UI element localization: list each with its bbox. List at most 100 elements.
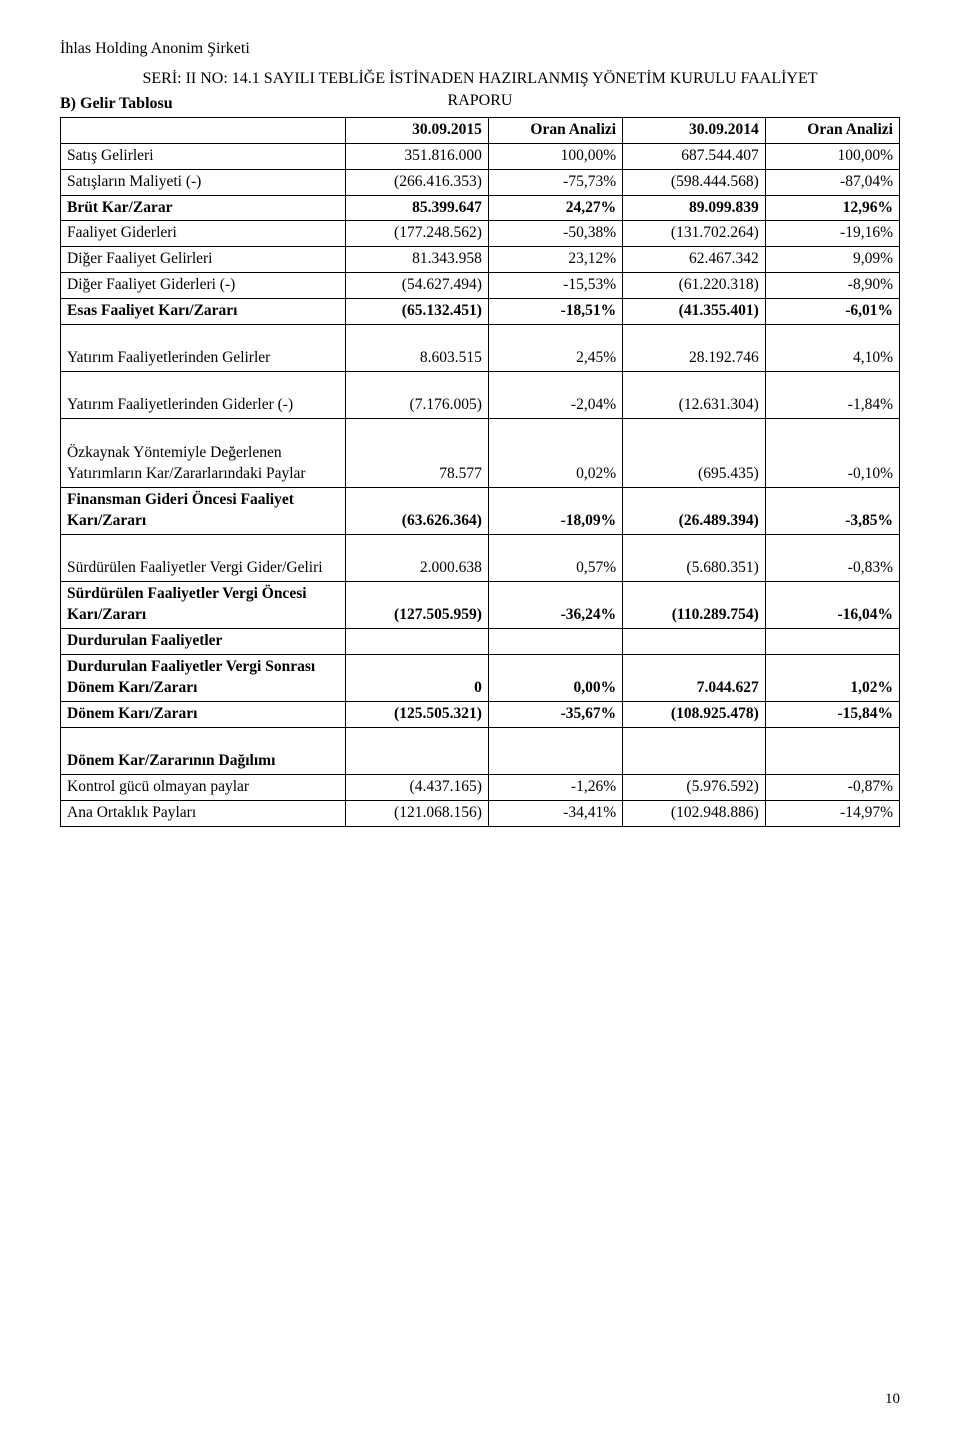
pct-2015: 23,12% xyxy=(488,247,622,273)
value-2015: (266.416.353) xyxy=(346,169,489,195)
row-label: Satış Gelirleri xyxy=(61,143,346,169)
pct-2015: -1,26% xyxy=(488,775,622,801)
header-analysis-2014: Oran Analizi xyxy=(765,117,899,143)
pct-2015: -18,51% xyxy=(488,299,622,325)
value-2014: (26.489.394) xyxy=(623,488,766,535)
table-row: Kontrol gücü olmayan paylar(4.437.165)-1… xyxy=(61,775,900,801)
value-2015: (125.505.321) xyxy=(346,702,489,728)
report-title-line2: RAPORU xyxy=(448,92,513,109)
report-title-line1: SERİ: II NO: 14.1 SAYILI TEBLİĞE İSTİNAD… xyxy=(142,70,817,87)
pct-2015: 24,27% xyxy=(488,195,622,221)
table-row: Sürdürülen Faaliyetler Vergi Gider/Gelir… xyxy=(61,535,900,582)
row-label: Faaliyet Giderleri xyxy=(61,221,346,247)
table-row: Satışların Maliyeti (-)(266.416.353)-75,… xyxy=(61,169,900,195)
row-label: Durdurulan Faaliyetler xyxy=(61,629,346,655)
pct-2015: 2,45% xyxy=(488,325,622,372)
value-2015: 0 xyxy=(346,655,489,702)
pct-2015: -2,04% xyxy=(488,372,622,419)
row-label: Yatırım Faaliyetlerinden Gelirler xyxy=(61,325,346,372)
pct-2014: -14,97% xyxy=(765,800,899,826)
table-row: Durdurulan Faaliyetler xyxy=(61,629,900,655)
document-page: İhlas Holding Anonim Şirketi SERİ: II NO… xyxy=(0,0,960,1438)
table-row: Yatırım Faaliyetlerinden Giderler (-)(7.… xyxy=(61,372,900,419)
row-label: Finansman Gideri Öncesi Faaliyet Karı/Za… xyxy=(61,488,346,535)
row-label: Diğer Faaliyet Giderleri (-) xyxy=(61,273,346,299)
pct-2014 xyxy=(765,728,899,775)
value-2014: (5.680.351) xyxy=(623,535,766,582)
table-row: Esas Faaliyet Karı/Zararı(65.132.451)-18… xyxy=(61,299,900,325)
value-2015: 78.577 xyxy=(346,419,489,488)
table-row: Brüt Kar/Zarar85.399.64724,27%89.099.839… xyxy=(61,195,900,221)
pct-2015: -35,67% xyxy=(488,702,622,728)
pct-2014: -16,04% xyxy=(765,582,899,629)
value-2015: 351.816.000 xyxy=(346,143,489,169)
row-label: Özkaynak Yöntemiyle Değerlenen Yatırımla… xyxy=(61,419,346,488)
value-2015: (65.132.451) xyxy=(346,299,489,325)
row-label: Kontrol gücü olmayan paylar xyxy=(61,775,346,801)
pct-2015: -15,53% xyxy=(488,273,622,299)
income-statement-table: 30.09.2015 Oran Analizi 30.09.2014 Oran … xyxy=(60,117,900,827)
table-row: Durdurulan Faaliyetler Vergi Sonrası Dön… xyxy=(61,655,900,702)
value-2014: 7.044.627 xyxy=(623,655,766,702)
value-2014: 89.099.839 xyxy=(623,195,766,221)
row-label: Sürdürülen Faaliyetler Vergi Gider/Gelir… xyxy=(61,535,346,582)
value-2015: 81.343.958 xyxy=(346,247,489,273)
value-2014: (41.355.401) xyxy=(623,299,766,325)
pct-2015 xyxy=(488,728,622,775)
value-2015: (63.626.364) xyxy=(346,488,489,535)
value-2015: (54.627.494) xyxy=(346,273,489,299)
table-row: Finansman Gideri Öncesi Faaliyet Karı/Za… xyxy=(61,488,900,535)
pct-2014: -15,84% xyxy=(765,702,899,728)
value-2014: (102.948.886) xyxy=(623,800,766,826)
table-row: Faaliyet Giderleri(177.248.562)-50,38%(1… xyxy=(61,221,900,247)
table-body: Satış Gelirleri351.816.000100,00%687.544… xyxy=(61,143,900,826)
value-2015: (177.248.562) xyxy=(346,221,489,247)
value-2014 xyxy=(623,728,766,775)
pct-2014: 4,10% xyxy=(765,325,899,372)
pct-2015: -18,09% xyxy=(488,488,622,535)
pct-2015 xyxy=(488,629,622,655)
table-row: Diğer Faaliyet Giderleri (-)(54.627.494)… xyxy=(61,273,900,299)
value-2014: 687.544.407 xyxy=(623,143,766,169)
pct-2014: -0,10% xyxy=(765,419,899,488)
pct-2015: -75,73% xyxy=(488,169,622,195)
pct-2014: -87,04% xyxy=(765,169,899,195)
pct-2014: -8,90% xyxy=(765,273,899,299)
value-2015 xyxy=(346,629,489,655)
value-2015: (121.068.156) xyxy=(346,800,489,826)
pct-2015: -50,38% xyxy=(488,221,622,247)
table-row: Özkaynak Yöntemiyle Değerlenen Yatırımla… xyxy=(61,419,900,488)
value-2014: (131.702.264) xyxy=(623,221,766,247)
table-row: Diğer Faaliyet Gelirleri81.343.95823,12%… xyxy=(61,247,900,273)
company-name: İhlas Holding Anonim Şirketi xyxy=(60,40,900,58)
value-2014: 62.467.342 xyxy=(623,247,766,273)
pct-2014: -6,01% xyxy=(765,299,899,325)
row-label: Esas Faaliyet Karı/Zararı xyxy=(61,299,346,325)
value-2014: (61.220.318) xyxy=(623,273,766,299)
pct-2014: -3,85% xyxy=(765,488,899,535)
table-row: Yatırım Faaliyetlerinden Gelirler8.603.5… xyxy=(61,325,900,372)
row-label: Brüt Kar/Zarar xyxy=(61,195,346,221)
row-label: Durdurulan Faaliyetler Vergi Sonrası Dön… xyxy=(61,655,346,702)
value-2014: (108.925.478) xyxy=(623,702,766,728)
value-2015: 2.000.638 xyxy=(346,535,489,582)
value-2014: (5.976.592) xyxy=(623,775,766,801)
pct-2015: 0,00% xyxy=(488,655,622,702)
value-2015: (4.437.165) xyxy=(346,775,489,801)
row-label: Yatırım Faaliyetlerinden Giderler (-) xyxy=(61,372,346,419)
row-label: Satışların Maliyeti (-) xyxy=(61,169,346,195)
row-label: Diğer Faaliyet Gelirleri xyxy=(61,247,346,273)
value-2015: 8.603.515 xyxy=(346,325,489,372)
pct-2014: 100,00% xyxy=(765,143,899,169)
row-label: Dönem Karı/Zararı xyxy=(61,702,346,728)
row-label: Sürdürülen Faaliyetler Vergi Öncesi Karı… xyxy=(61,582,346,629)
header-2015: 30.09.2015 xyxy=(346,117,489,143)
value-2014: (110.289.754) xyxy=(623,582,766,629)
value-2015 xyxy=(346,728,489,775)
pct-2014: -19,16% xyxy=(765,221,899,247)
header-analysis-2015: Oran Analizi xyxy=(488,117,622,143)
table-row: Sürdürülen Faaliyetler Vergi Öncesi Karı… xyxy=(61,582,900,629)
header-2014: 30.09.2014 xyxy=(623,117,766,143)
table-row: Dönem Kar/Zararının Dağılımı xyxy=(61,728,900,775)
pct-2015: 100,00% xyxy=(488,143,622,169)
